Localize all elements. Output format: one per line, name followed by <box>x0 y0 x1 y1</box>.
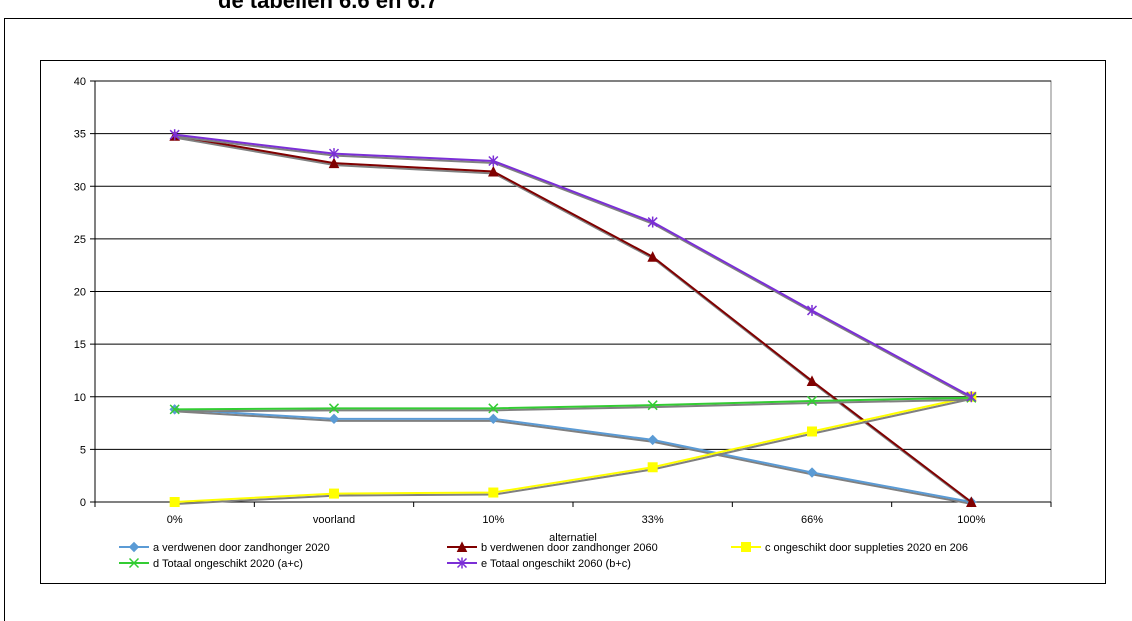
x-tick-label: voorland <box>313 514 355 526</box>
x-tick-label: 0% <box>167 514 183 526</box>
legend-label: c ongeschikt door suppleties 2020 en 206 <box>765 542 968 554</box>
series-d <box>169 392 977 415</box>
x-tick-label: 100% <box>957 514 985 526</box>
series-line-shadow <box>175 397 973 505</box>
legend-item: d Totaal ongeschikt 2020 (a+c) <box>119 557 303 570</box>
data-point <box>647 251 658 262</box>
series-line <box>174 395 972 503</box>
data-point <box>807 426 817 437</box>
y-tick-label: 25 <box>74 234 86 246</box>
legend-swatch-marker <box>128 557 140 569</box>
data-point <box>806 304 818 316</box>
y-tick-label: 0 <box>80 497 86 509</box>
legend-item: b verdwenen door zandhonger 2060 <box>447 541 658 554</box>
data-point <box>488 155 499 167</box>
series-line <box>174 396 972 411</box>
data-point <box>647 216 658 228</box>
y-tick-label: 30 <box>74 181 86 193</box>
data-point <box>328 403 340 414</box>
y-tick-label: 5 <box>80 444 86 456</box>
x-tick-label: 10% <box>482 514 504 526</box>
series-layer <box>169 129 977 508</box>
x-tick-label: 33% <box>642 514 664 526</box>
x-axis-title: alternatiel <box>549 532 597 544</box>
y-tick-label: 35 <box>74 129 86 141</box>
legend-label: d Totaal ongeschikt 2020 (a+c) <box>153 558 303 570</box>
legend-swatch-marker <box>456 557 468 569</box>
data-point <box>488 487 499 498</box>
data-point <box>806 395 818 406</box>
legend-swatch-marker <box>456 541 468 552</box>
x-tick-label: 66% <box>801 514 823 526</box>
axis-layer: 0 5 10 15 20 25 30 35 40 0% voorland 10% 33% 66% 100% <box>74 76 1052 526</box>
data-point <box>647 400 658 411</box>
legend-label: a verdwenen door zandhonger 2020 <box>153 542 330 554</box>
frame-left-border <box>4 18 5 621</box>
series-line-shadow <box>175 135 973 400</box>
y-tick-label: 40 <box>74 76 86 88</box>
series-b <box>169 130 977 507</box>
series-a <box>169 404 977 508</box>
data-point <box>169 129 180 141</box>
data-point <box>169 404 180 415</box>
series-line <box>174 408 972 503</box>
data-point <box>328 413 340 425</box>
series-e <box>169 129 977 403</box>
data-point <box>806 467 818 478</box>
data-point <box>329 488 339 499</box>
data-point <box>647 434 658 446</box>
data-point <box>488 413 499 425</box>
legend-item: a verdwenen door zandhonger 2020 <box>119 541 330 554</box>
data-point <box>647 462 658 473</box>
legend: a verdwenen door zandhonger 2020 b verdwe… <box>119 541 968 570</box>
data-point <box>488 403 499 414</box>
data-point <box>169 497 180 507</box>
data-point <box>328 148 340 160</box>
frame-top-border <box>4 18 1132 19</box>
y-tick-label: 15 <box>74 339 86 351</box>
data-point <box>806 375 818 386</box>
y-tick-label: 20 <box>74 287 86 299</box>
data-point <box>966 496 977 507</box>
chart-container: 0 5 10 15 20 25 30 35 40 0% voorland 10% 33% 66% 100% … <box>40 60 1106 584</box>
data-point <box>328 157 340 169</box>
data-point <box>966 391 977 403</box>
y-tick-label: 10 <box>74 392 86 404</box>
page-heading: de tabellen 6.6 en 6.7 <box>218 0 439 13</box>
legend-label: b verdwenen door zandhonger 2060 <box>481 542 658 554</box>
series-line-shadow <box>175 410 973 505</box>
legend-item: c ongeschikt door suppleties 2020 en 206 <box>731 542 968 554</box>
legend-item: e Totaal ongeschikt 2060 (b+c) <box>447 557 631 570</box>
legend-swatch-marker <box>741 542 751 552</box>
series-line-shadow <box>175 398 973 413</box>
legend-swatch-marker <box>128 541 140 553</box>
series-line <box>174 133 972 398</box>
legend-label: e Totaal ongeschikt 2060 (b+c) <box>481 558 631 570</box>
data-point <box>488 165 499 177</box>
